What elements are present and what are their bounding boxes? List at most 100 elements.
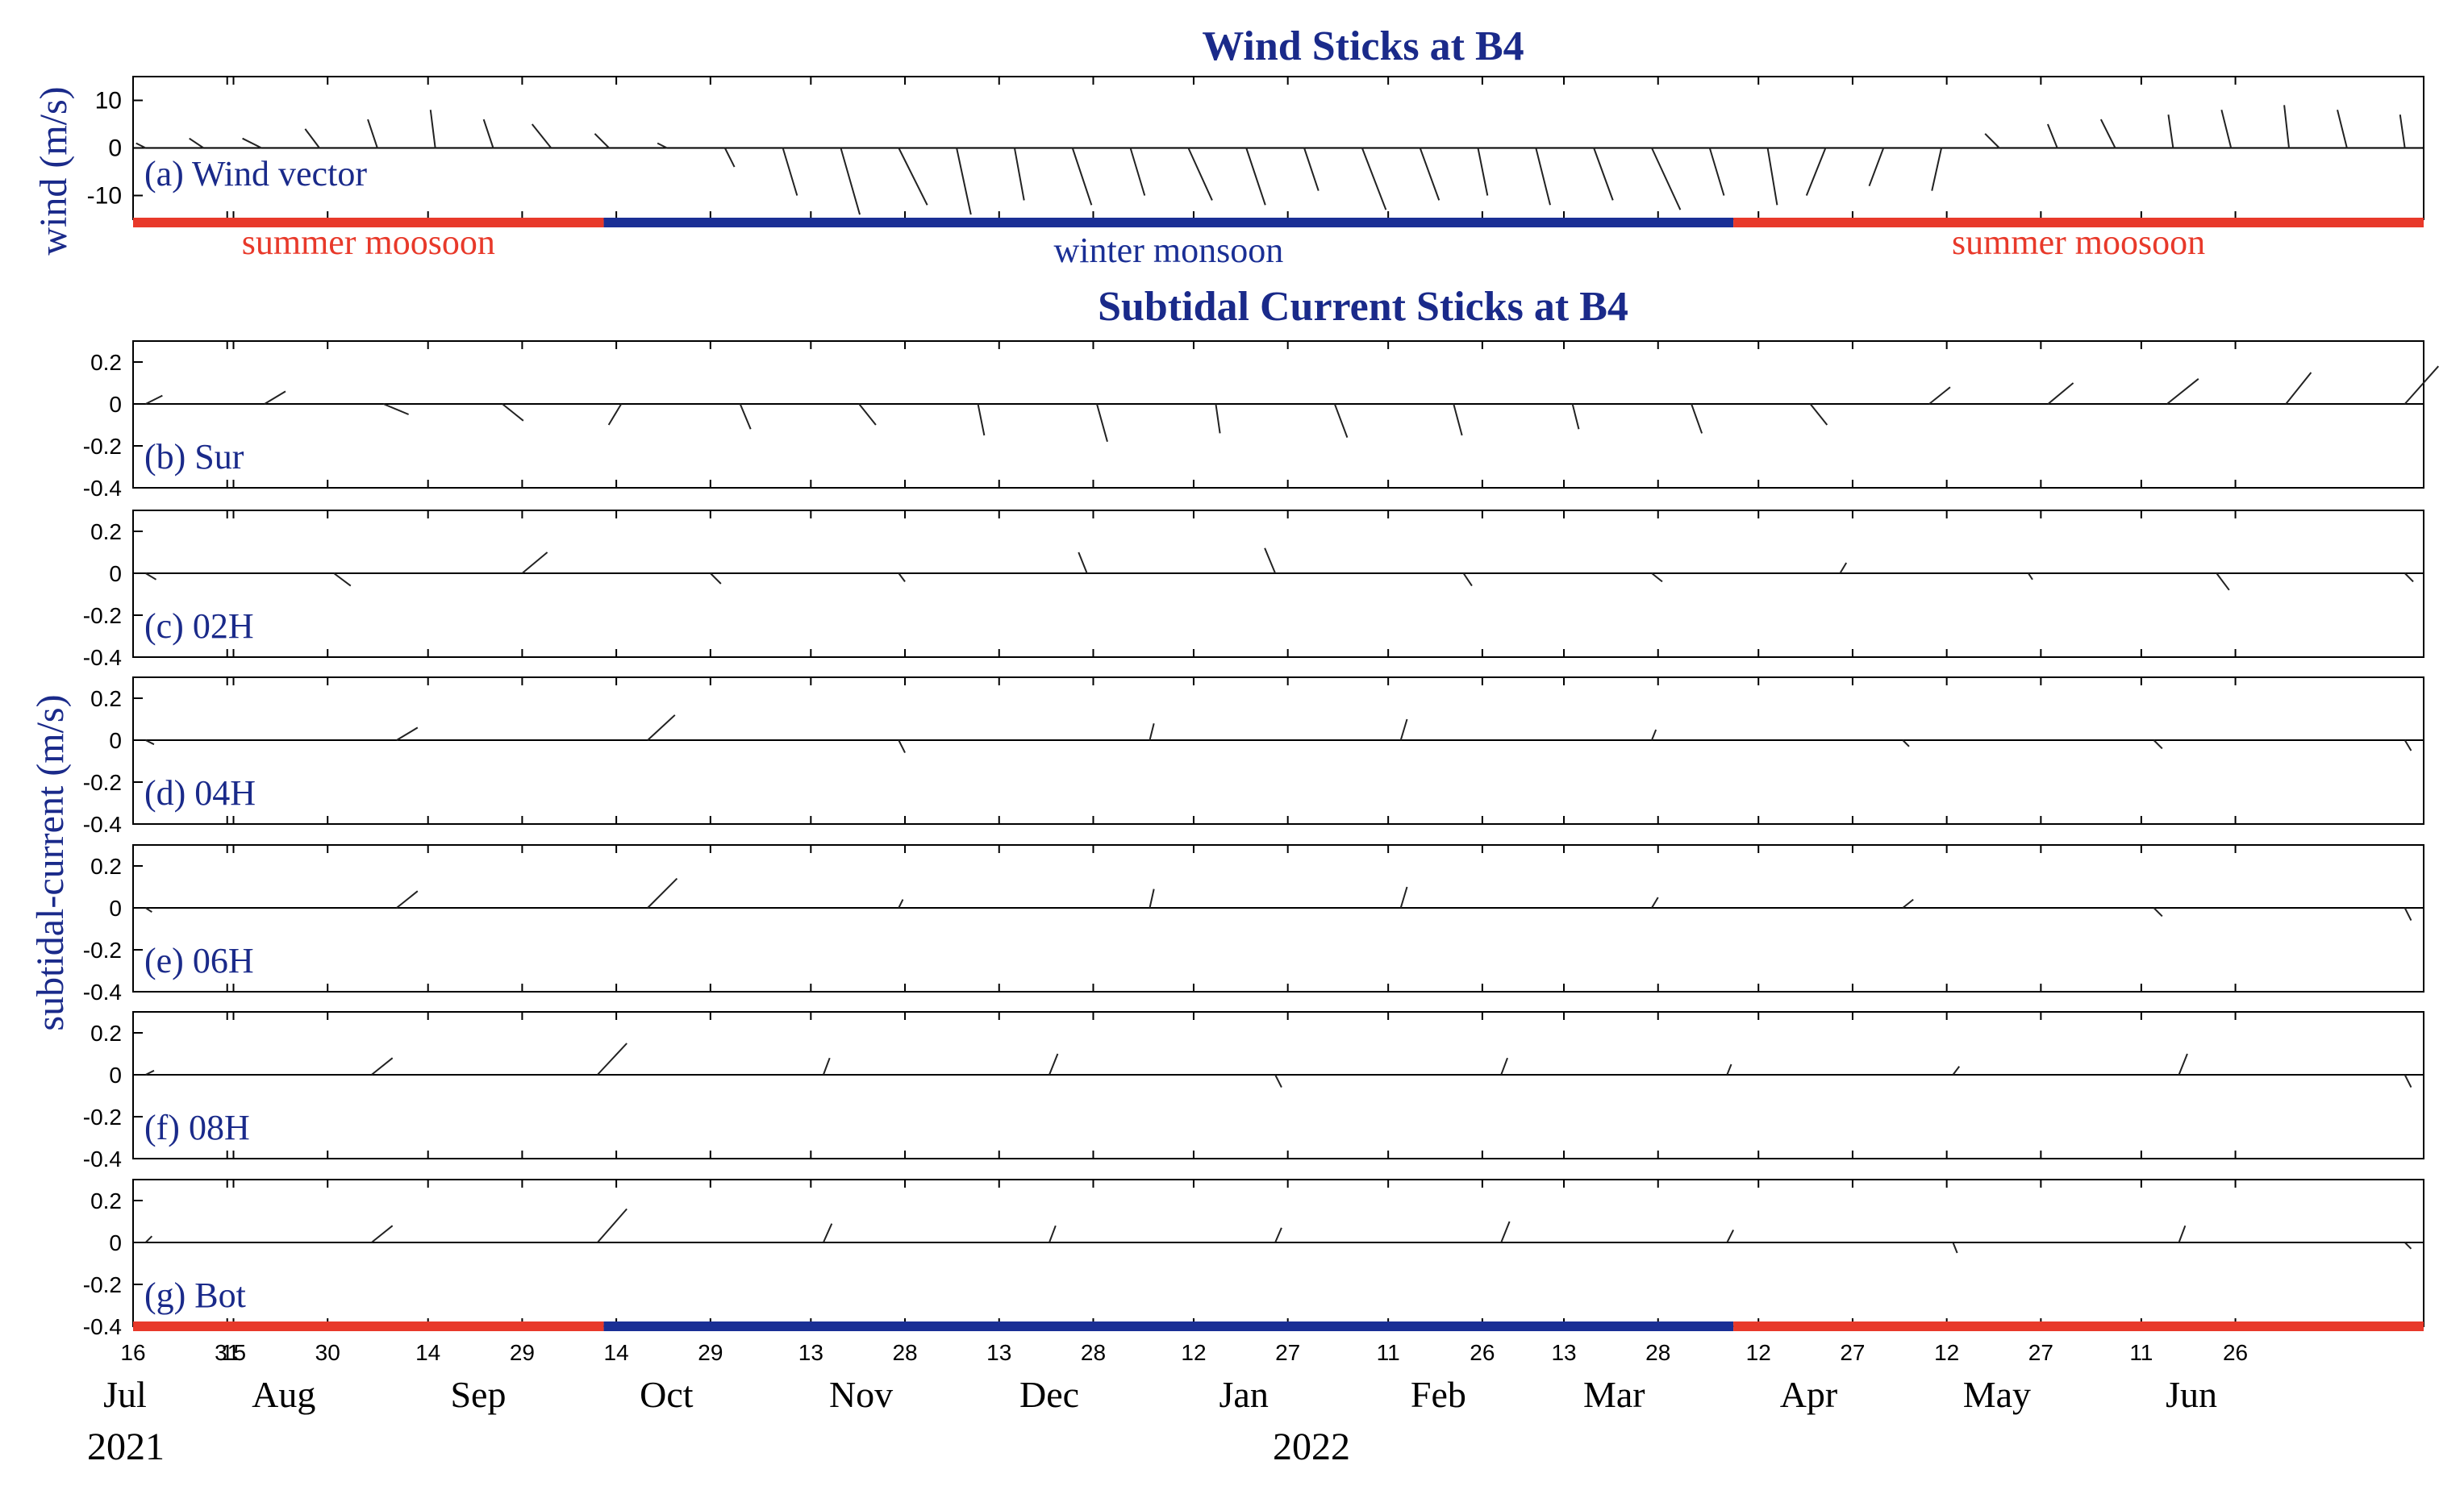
stick [977,403,986,436]
stick [145,572,157,581]
x-tick-label: 31 [215,1340,240,1365]
y-tick-label: 10 [95,88,122,114]
stick [482,119,494,148]
stick [1809,403,1828,426]
stick [502,403,524,422]
chart-panels: 10 0 -10 (a) Wind vector summer moosoon winte… [83,76,2440,1339]
x-tick-label: 12 [1934,1340,1959,1365]
stick [898,739,906,754]
y-tick-label: -0.2 [83,770,122,795]
panel-frame [132,340,2424,489]
x-tick-label: 28 [892,1340,917,1365]
month-label: Mar [1583,1374,1645,1415]
x-tick-label: 14 [604,1340,629,1365]
stick [429,110,436,148]
y-tick-label: 0 [109,561,122,586]
stick [1078,551,1088,574]
y-tick-label: 0.2 [90,854,122,879]
stick [145,1069,155,1076]
stick [1651,897,1659,909]
stick [2399,114,2406,148]
stick [840,148,861,215]
stick [1149,722,1155,741]
y-tick-label: 0.2 [90,1021,122,1046]
wind-chart-title: Wind Sticks at B4 [1202,23,1524,69]
y-tick-label: -10 [87,183,122,210]
stick [264,390,286,405]
stick [144,1235,153,1243]
panel-frame [132,676,2424,825]
panel-label: (d) 04H [144,773,256,813]
season-bars: summer moosoon winter monsoon summer mooso… [133,218,2424,270]
x-tick-label: 26 [1470,1340,1495,1365]
stick [710,572,722,585]
stick [2153,907,2163,918]
stick [2047,382,2074,405]
stick [2178,1225,2187,1243]
stick [782,148,798,196]
stick [1952,1242,1958,1254]
stick [739,403,752,430]
x-tick-label: 12 [1181,1340,1206,1365]
x-tick-label: 14 [415,1340,440,1365]
stick [594,133,610,149]
stick [1500,1221,1511,1243]
stick [1462,572,1473,587]
y-tick-label: -0.4 [83,645,122,670]
y-tick-label: -0.2 [83,1272,122,1297]
panel-frame [132,844,2424,993]
stick [1726,1063,1732,1076]
x-tick-label: 13 [1551,1340,1576,1365]
panel-label: (g) Bot [144,1276,246,1315]
stick [607,403,623,426]
stick [2216,572,2230,591]
stick [367,119,378,148]
sticks [145,547,2414,591]
x-tick-label: 27 [2028,1340,2053,1365]
stick [145,739,155,746]
x-tick-label: 27 [1275,1340,1300,1365]
stick [1264,547,1277,574]
panel-current-2: 0.2 0 -0.2 -0.4 (d) 04H [83,676,2424,837]
panel-current-3: 0.2 0 -0.2 -0.4 (e) 06H [83,844,2424,1005]
month-label: Sep [450,1374,506,1415]
stick [1274,1227,1282,1243]
stick [898,899,904,909]
stick [1928,386,1951,405]
stick [1902,898,1914,909]
stick [1535,148,1551,206]
stick [822,1057,831,1076]
panel-label: (b) Sur [144,437,244,477]
stick [189,137,204,149]
stick [1419,148,1440,201]
stick [1571,403,1580,430]
stick [1839,562,1848,574]
stick [371,1225,394,1243]
stick [396,890,419,909]
y-tick-label: 0 [108,135,122,162]
x-tick-label: 16 [120,1340,145,1365]
x-tick-label: 11 [1377,1340,1400,1365]
y-tick-label: 0.2 [90,686,122,711]
stick [2404,1074,2412,1088]
stick [2046,123,2058,148]
stick [597,1208,627,1243]
panel-frame [132,1179,2424,1327]
y-tick-label: 0.2 [90,519,122,544]
stick [383,403,409,415]
stick [2404,572,2414,583]
stick [956,148,972,215]
panel-wind: 10 0 -10 (a) Wind vector [87,76,2424,220]
month-label: May [1963,1374,2031,1415]
y-tick-label: 0 [109,896,122,921]
x-tick-label: 13 [986,1340,1011,1365]
stick [1333,403,1349,438]
month-label: Nov [829,1374,893,1415]
stick [2404,365,2440,405]
stick [135,142,147,149]
stick [898,572,906,583]
y-tick-label: 0 [109,392,122,417]
season-label: summer moosoon [242,223,495,262]
month-label: Oct [640,1374,694,1415]
month-label: Jul [103,1374,147,1415]
